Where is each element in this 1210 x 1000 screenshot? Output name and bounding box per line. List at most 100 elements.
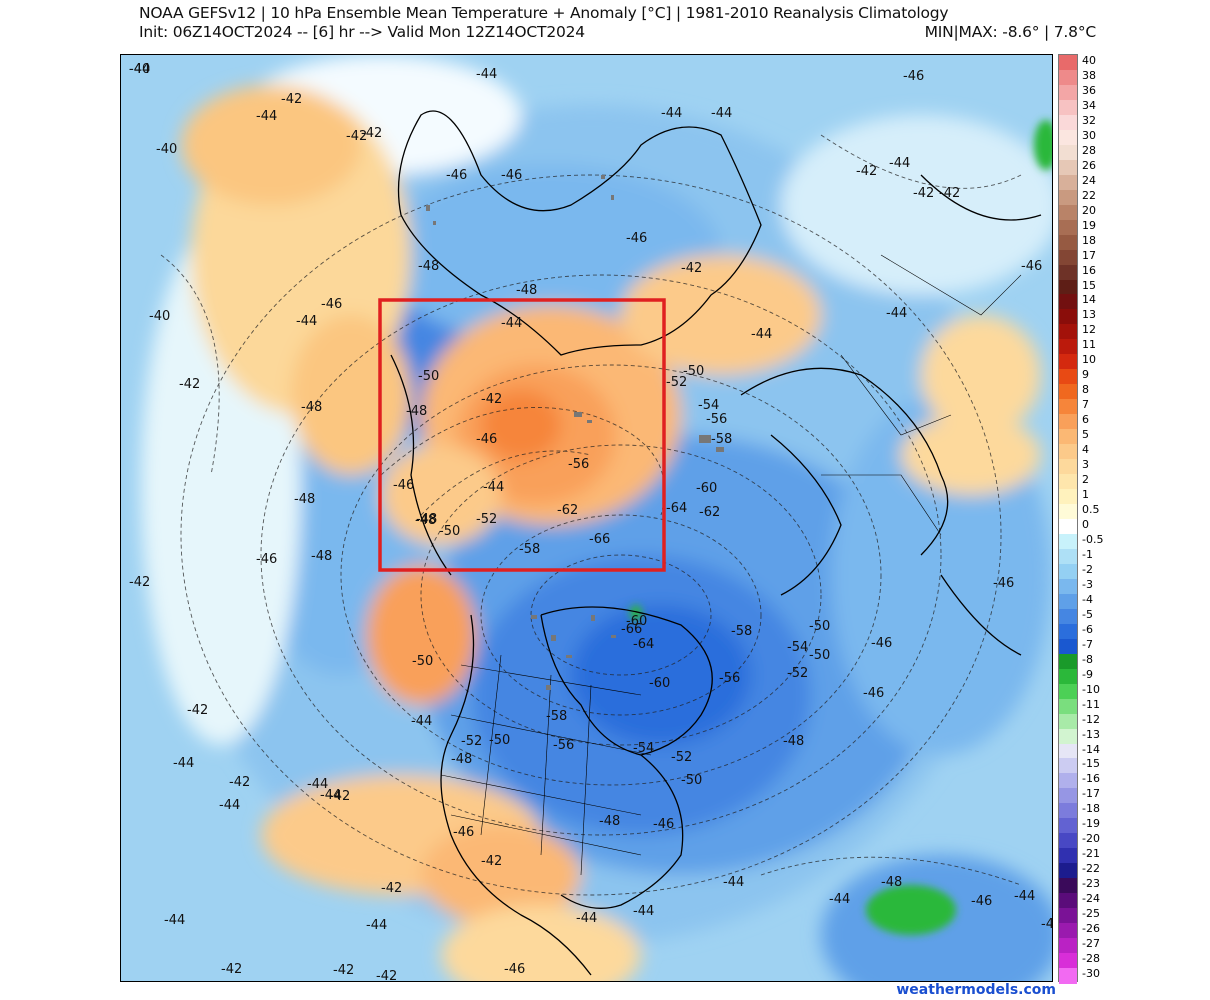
terrain-marks bbox=[426, 175, 724, 690]
colorbar-swatch bbox=[1059, 324, 1077, 340]
contour-label: -42 bbox=[481, 854, 502, 869]
colorbar-swatch bbox=[1059, 84, 1077, 101]
contour-label: -50 bbox=[683, 364, 704, 379]
colorbar-label: 0 bbox=[1082, 518, 1089, 531]
contour-label: -42 bbox=[221, 962, 242, 977]
colorbar-label: -17 bbox=[1082, 787, 1100, 801]
contour-label: -60 bbox=[626, 614, 647, 629]
contour-label: -40 bbox=[129, 62, 150, 77]
contour-label: -54 bbox=[633, 741, 654, 756]
contour-label: -42 bbox=[381, 881, 402, 896]
colorbar-swatch bbox=[1059, 698, 1077, 715]
init-valid-time: Init: 06Z14OCT2024 -- [6] hr --> Valid M… bbox=[139, 23, 585, 41]
colorbar-label: 30 bbox=[1082, 128, 1096, 142]
contour-label: -44 bbox=[576, 911, 597, 926]
colorbar-swatch bbox=[1059, 69, 1077, 86]
contour-label: -52 bbox=[666, 375, 687, 390]
contour-label: -46 bbox=[504, 962, 525, 977]
contour-label: -44 bbox=[296, 314, 317, 329]
colorbar-swatch bbox=[1059, 489, 1077, 505]
contour-label: -58 bbox=[519, 542, 540, 557]
colorbar-label: -1 bbox=[1082, 547, 1093, 561]
contour-label: -44 bbox=[366, 918, 387, 933]
contour-label: -42 bbox=[376, 969, 397, 981]
colorbar-swatch bbox=[1059, 863, 1077, 879]
contour-label: -48 bbox=[301, 400, 322, 415]
colorbar-swatch bbox=[1059, 159, 1077, 176]
colorbar-label: -6 bbox=[1082, 622, 1093, 636]
contour-label: -44 bbox=[886, 306, 907, 321]
colorbar-swatch bbox=[1059, 728, 1077, 745]
colorbar-label: -13 bbox=[1082, 727, 1100, 741]
colorbar-label: 18 bbox=[1082, 233, 1096, 247]
contour-label: -44 bbox=[219, 798, 240, 813]
contour-label: -44 bbox=[829, 892, 850, 907]
colorbar-swatch bbox=[1059, 608, 1077, 625]
contour-label: -50 bbox=[418, 369, 439, 384]
map-title: NOAA GEFSv12 | 10 hPa Ensemble Mean Temp… bbox=[139, 4, 949, 22]
colorbar-swatch bbox=[1059, 369, 1077, 385]
colorbar-swatch bbox=[1059, 713, 1077, 730]
contour-label: -44 bbox=[129, 62, 150, 77]
colorbar-label: -27 bbox=[1082, 937, 1100, 951]
contour-label: -48 bbox=[416, 512, 437, 527]
contour-label: -50 bbox=[412, 654, 433, 669]
colorbar bbox=[1058, 54, 1078, 984]
contour-label: -42 bbox=[229, 775, 250, 790]
contour-label: -44 bbox=[1014, 889, 1035, 904]
colorbar-swatch bbox=[1059, 219, 1077, 236]
colorbar-label: -20 bbox=[1082, 832, 1100, 846]
colorbar-swatch bbox=[1059, 459, 1077, 475]
map-panel[interactable]: -40 -44 -42 -46 -44 -42 -40 -44 -46 -44 -42 -42 -46-… bbox=[120, 54, 1053, 982]
contour-label: -56 bbox=[568, 457, 589, 472]
colorbar-swatch bbox=[1059, 563, 1077, 580]
colorbar-label: -3 bbox=[1082, 577, 1093, 591]
polar-stereographic-map[interactable]: -40 -44-42-46-44-42-40-44-46-44-42-42-46-… bbox=[121, 55, 1052, 981]
colorbar-swatch bbox=[1059, 818, 1077, 834]
contour-label: -44 bbox=[320, 788, 341, 803]
colorbar-label: -2 bbox=[1082, 562, 1093, 576]
colorbar-label: 5 bbox=[1082, 428, 1089, 442]
highlight-box bbox=[378, 298, 666, 572]
contour-label: -42 bbox=[179, 377, 200, 392]
contour-label: -42 bbox=[681, 261, 702, 276]
contour-label: -42 bbox=[129, 575, 150, 590]
colorbar-swatch bbox=[1059, 519, 1077, 535]
contour-label: -56 bbox=[553, 738, 574, 753]
contour-label: -42 bbox=[333, 963, 354, 978]
contour-label: -62 bbox=[557, 503, 578, 518]
colorbar-swatch bbox=[1059, 938, 1077, 954]
colorbar-swatch bbox=[1059, 743, 1077, 760]
contour-label: -42 bbox=[913, 186, 934, 201]
contour-label: -44 bbox=[411, 714, 432, 729]
colorbar-swatch bbox=[1059, 623, 1077, 640]
contour-label: -48 bbox=[599, 814, 620, 829]
contour-label: -48 bbox=[415, 513, 436, 528]
contour-label: -50 bbox=[809, 619, 830, 634]
colorbar-swatch bbox=[1059, 474, 1077, 490]
colorbar-label: 0.5 bbox=[1082, 503, 1100, 517]
colorbar-swatch bbox=[1059, 908, 1077, 924]
colorbar-label: 15 bbox=[1082, 278, 1096, 292]
colorbar-label: 16 bbox=[1082, 263, 1096, 277]
colorbar-swatch bbox=[1059, 414, 1077, 430]
borders bbox=[440, 254, 1022, 876]
colorbar-label: 34 bbox=[1082, 98, 1096, 112]
colorbar-swatch bbox=[1059, 354, 1077, 370]
contour-label: -42 bbox=[187, 703, 208, 718]
colorbar-label: -21 bbox=[1082, 847, 1100, 861]
contour-label: -44 bbox=[633, 904, 654, 919]
contour-label: -42 bbox=[939, 186, 960, 201]
contour-label: -54 bbox=[698, 398, 719, 413]
colorbar-swatch bbox=[1059, 264, 1077, 281]
min-max-readout: MIN|MAX: -8.6° | 7.8°C bbox=[924, 23, 1097, 41]
contour-label: -46 bbox=[993, 576, 1014, 591]
contour-label: -44 bbox=[307, 777, 328, 792]
colorbar-swatch bbox=[1059, 593, 1077, 610]
colorbar-label: -25 bbox=[1082, 907, 1100, 921]
contour-label: -46 bbox=[321, 297, 342, 312]
colorbar-swatch bbox=[1059, 848, 1077, 864]
contour-label: -46 bbox=[863, 686, 884, 701]
contour-label: -60 bbox=[696, 481, 717, 496]
colorbar-label: -15 bbox=[1082, 757, 1100, 771]
